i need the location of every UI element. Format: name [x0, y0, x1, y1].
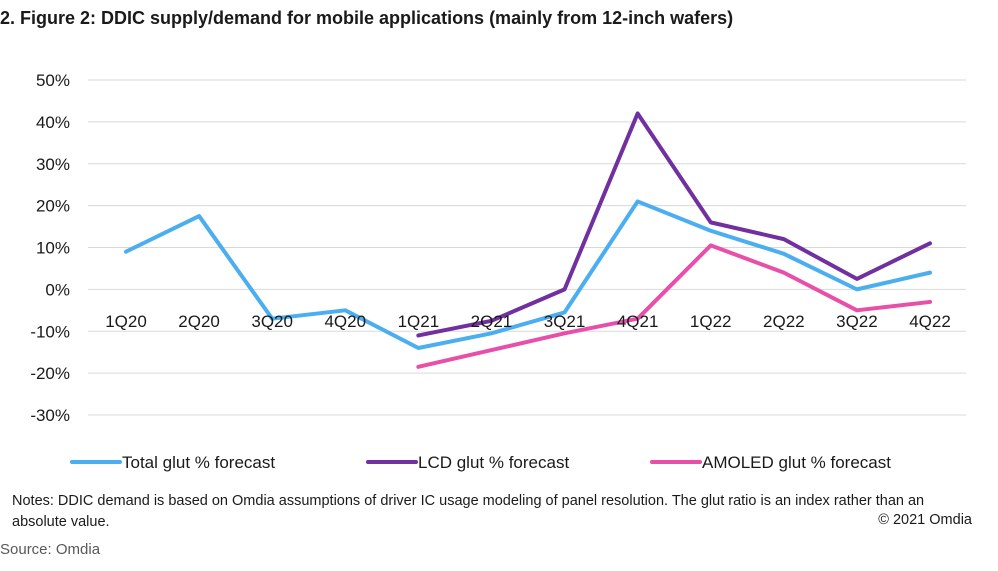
data-point	[636, 317, 640, 321]
x-tick-label: 2Q22	[763, 312, 805, 331]
data-point	[782, 271, 786, 275]
data-point	[270, 317, 274, 321]
data-point	[489, 331, 493, 335]
x-tick-label: 1Q22	[690, 312, 732, 331]
series-line-3	[416, 243, 932, 369]
data-point	[855, 277, 859, 281]
data-point	[124, 250, 128, 254]
legend-item: LCD glut % forecast	[366, 453, 569, 472]
x-axis-ticks: 1Q20 2Q20 3Q20 4Q20 1Q21 2Q21 3Q21 4Q21 1Q22 2Q22…	[105, 312, 951, 331]
y-tick-label: 40%	[36, 113, 70, 132]
x-tick-label: 3Q20	[251, 312, 293, 331]
line-chart: 50% 40% 30% 20% 10% 0% -10% -20% -30% 1Q20 2Q20 3Q…	[30, 71, 966, 472]
figure-title: 2. Figure 2: DDIC supply/demand for mobi…	[0, 8, 734, 28]
data-point	[928, 271, 932, 275]
legend-label: Total glut % forecast	[122, 453, 275, 472]
chart-notes: Notes: DDIC demand is based on Omdia ass…	[12, 493, 925, 530]
y-tick-label: 20%	[36, 197, 70, 216]
y-tick-label: 0%	[45, 280, 70, 299]
x-tick-label: 2Q20	[178, 312, 220, 331]
data-point	[636, 199, 640, 203]
series-line-2	[416, 111, 932, 338]
x-tick-label: 3Q22	[836, 312, 878, 331]
y-axis-ticks: 50% 40% 30% 20% 10% 0% -10% -20% -30%	[30, 71, 70, 425]
x-tick-label: 4Q22	[909, 312, 951, 331]
x-tick-label: 1Q20	[105, 312, 147, 331]
data-point	[928, 300, 932, 304]
data-point	[782, 237, 786, 241]
data-point	[782, 252, 786, 256]
data-point	[928, 241, 932, 245]
legend: Total glut % forecast LCD glut % forecast…	[70, 453, 891, 472]
legend-label: LCD glut % forecast	[418, 453, 569, 472]
data-point	[343, 308, 347, 312]
data-point	[709, 229, 713, 233]
data-point	[489, 348, 493, 352]
legend-item: AMOLED glut % forecast	[650, 453, 891, 472]
data-point	[855, 308, 859, 312]
y-tick-label: 10%	[36, 239, 70, 258]
x-tick-label: 2Q21	[471, 312, 513, 331]
data-point	[416, 346, 420, 350]
data-point	[197, 214, 201, 218]
gridlines	[88, 79, 966, 416]
y-tick-label: 30%	[36, 155, 70, 174]
data-point	[416, 365, 420, 369]
data-point	[416, 333, 420, 337]
y-tick-label: 50%	[36, 71, 70, 90]
series-lines	[124, 111, 932, 369]
data-point	[855, 287, 859, 291]
source-line: Source: Omdia	[0, 541, 101, 558]
data-point	[636, 112, 640, 115]
legend-label: AMOLED glut % forecast	[702, 453, 891, 472]
y-tick-label: -10%	[30, 322, 70, 341]
data-point	[563, 287, 567, 291]
data-point	[489, 319, 493, 323]
x-tick-label: 1Q21	[398, 312, 440, 331]
y-tick-label: -30%	[30, 406, 70, 425]
legend-item: Total glut % forecast	[70, 453, 275, 472]
copyright: © 2021 Omdia	[878, 512, 972, 528]
y-tick-label: -20%	[30, 364, 70, 383]
x-tick-label: 3Q21	[544, 312, 586, 331]
data-point	[709, 243, 713, 247]
data-point	[563, 310, 567, 314]
x-tick-label: 4Q20	[324, 312, 366, 331]
x-tick-label: 4Q21	[617, 312, 659, 331]
data-point	[563, 331, 567, 335]
series-line-1	[124, 199, 932, 350]
data-point	[709, 220, 713, 224]
